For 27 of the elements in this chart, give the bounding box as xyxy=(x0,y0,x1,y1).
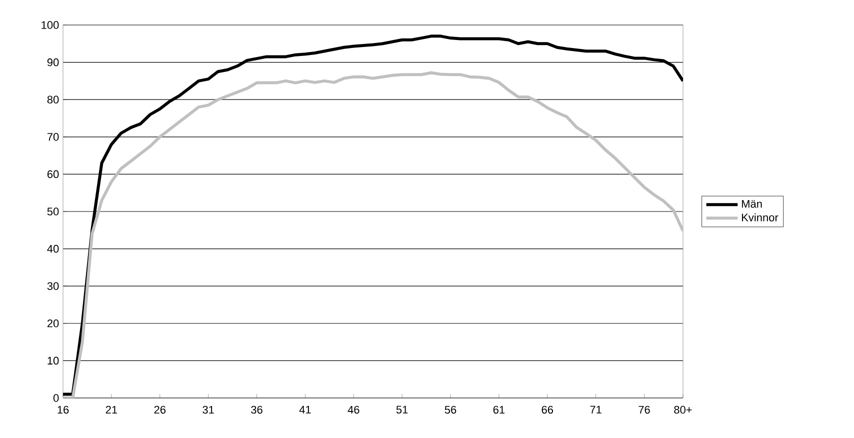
x-tick-label: 61 xyxy=(493,406,505,414)
y-tick-label: 90 xyxy=(47,58,59,66)
x-tick-label: 26 xyxy=(154,406,166,414)
y-tick-label: 20 xyxy=(47,320,59,328)
y-tick-label: 10 xyxy=(48,356,59,365)
y-tick-label: 40 xyxy=(47,244,59,253)
x-tick-label: 66 xyxy=(542,406,554,414)
x-tick-label: 56 xyxy=(444,406,456,414)
x-tick-label: 31 xyxy=(202,406,214,414)
x-tick-label: 71 xyxy=(590,406,602,414)
y-tick-label: 80 xyxy=(47,96,59,104)
y-tick-label: 100 xyxy=(42,21,59,29)
y-tick-label: 50 xyxy=(47,208,59,216)
x-tick-label: 16 xyxy=(58,406,69,414)
x-tick-label: 46 xyxy=(348,406,360,414)
x-tick-label: 21 xyxy=(106,406,118,414)
x-tick-label: 41 xyxy=(299,406,311,414)
y-tick-label: 0 xyxy=(53,394,59,402)
x-tick-label: 51 xyxy=(396,406,408,414)
legend-label: Kvinnor xyxy=(742,213,778,222)
x-tick-label: 36 xyxy=(251,406,262,414)
legend-label: Män xyxy=(742,200,762,208)
x-tick-label: 76 xyxy=(638,406,650,414)
y-tick-label: 60 xyxy=(47,170,59,178)
y-tick-label: 30 xyxy=(47,282,59,290)
x-tick-label: 80+ xyxy=(674,406,692,414)
y-tick-label: 70 xyxy=(47,133,59,141)
